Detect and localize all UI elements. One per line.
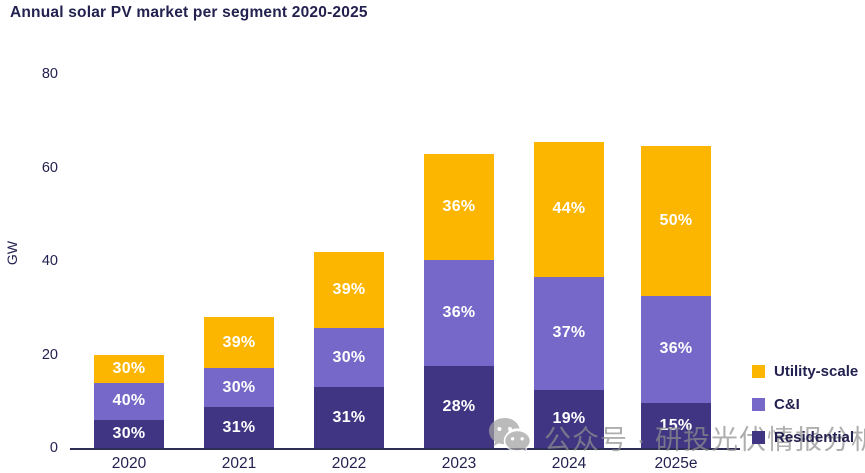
segment-percent-label: 15%	[659, 416, 693, 434]
bar-segment-residential: 15%	[641, 403, 711, 448]
ci-swatch	[752, 397, 765, 411]
segment-percent-label: 44%	[552, 200, 586, 218]
bar-segment-utility-scale: 39%	[204, 317, 274, 369]
bar-segment-c-i: 37%	[534, 276, 604, 390]
segment-percent-label: 40%	[112, 392, 146, 410]
legend: Utility-scale C&I Residential	[752, 362, 859, 463]
legend-item-ci: C&I	[752, 395, 858, 413]
chart-title: Annual solar PV market per segment 2020-…	[10, 4, 368, 21]
y-tick-label-40: 40	[41, 253, 58, 269]
x-tick-label-2021: 2021	[221, 455, 257, 472]
segment-percent-label: 30%	[112, 359, 146, 377]
bar-segment-c-i: 30%	[314, 328, 384, 388]
legend-item-residential: Residential	[752, 428, 858, 446]
bar-segment-residential: 31%	[314, 387, 384, 448]
segment-percent-label: 36%	[659, 340, 693, 358]
segment-percent-label: 19%	[552, 409, 586, 427]
bar-2021: 31% 30% 39%	[204, 317, 274, 448]
segment-percent-label: 31%	[332, 408, 366, 426]
bar-2024: 19% 37% 44%	[534, 141, 604, 448]
y-tick-label-60: 60	[41, 159, 58, 176]
segment-percent-label: 37%	[552, 324, 586, 342]
legend-item-utility-scale: Utility-scale	[752, 362, 859, 380]
utility-scale-swatch	[752, 364, 765, 378]
bar-2022: 31% 30% 39%	[314, 251, 384, 448]
bar-segment-c-i: 40%	[94, 382, 164, 420]
bar-segment-utility-scale: 30%	[94, 354, 164, 383]
segment-percent-label: 28%	[442, 397, 476, 415]
bar-segment-residential: 31%	[204, 407, 274, 448]
x-tick-label-2024: 2024	[551, 455, 587, 472]
y-tick-label-0: 0	[49, 440, 58, 456]
plot-area: 30% 40% 30% 31% 30% 39% 31% 30% 39% 28% 36% 36% 19% 3…	[70, 74, 760, 450]
segment-percent-label: 36%	[442, 303, 476, 321]
segment-percent-label: 30%	[332, 348, 366, 366]
bar-segment-utility-scale: 44%	[534, 141, 604, 277]
legend-label: Utility-scale	[774, 362, 859, 380]
bar-segment-utility-scale: 39%	[314, 251, 384, 329]
segment-percent-label: 36%	[442, 197, 476, 215]
bar-segment-residential: 30%	[94, 419, 164, 448]
bar-segment-c-i: 30%	[204, 368, 274, 408]
bar-segment-residential: 28%	[424, 365, 494, 448]
bar-segment-c-i: 36%	[424, 259, 494, 366]
residential-swatch	[752, 430, 765, 444]
x-tick-label-2020: 2020	[111, 455, 147, 472]
legend-label: C&I	[774, 395, 800, 413]
y-tick-label-80: 80	[41, 66, 58, 82]
bar-2025e: 15% 36% 50%	[641, 146, 711, 448]
segment-percent-label: 39%	[332, 280, 366, 298]
segment-percent-label: 30%	[112, 424, 146, 442]
x-axis-line	[70, 448, 740, 450]
x-tick-label-2023: 2023	[441, 455, 477, 472]
bar-segment-utility-scale: 50%	[641, 146, 711, 296]
bar-2020: 30% 40% 30%	[94, 354, 164, 448]
bar-segment-c-i: 36%	[641, 295, 711, 404]
segment-percent-label: 31%	[222, 418, 256, 436]
bar-segment-residential: 19%	[534, 389, 604, 448]
segment-percent-label: 30%	[222, 378, 256, 396]
legend-label: Residential	[774, 428, 855, 446]
x-tick-label-2025e: 2025e	[654, 455, 698, 472]
y-tick-label-20: 20	[41, 346, 58, 363]
bar-2023: 28% 36% 36%	[424, 153, 494, 448]
segment-percent-label: 50%	[659, 212, 693, 230]
segment-percent-label: 39%	[222, 333, 256, 351]
x-tick-label-2022: 2022	[331, 455, 367, 472]
bar-segment-utility-scale: 36%	[424, 153, 494, 260]
